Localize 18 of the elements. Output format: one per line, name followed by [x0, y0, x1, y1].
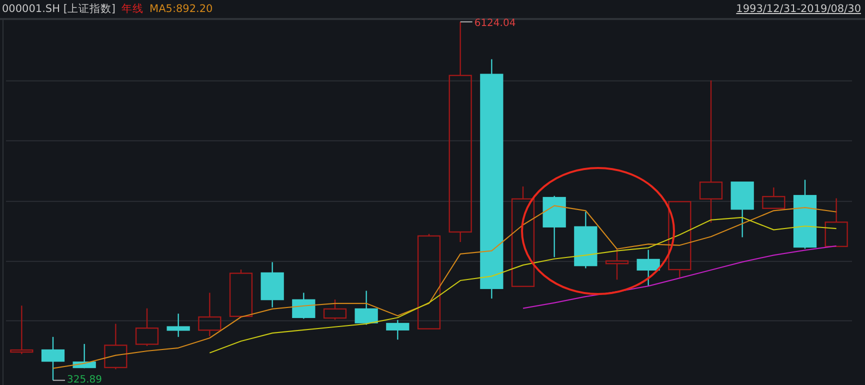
candlestick [636, 249, 660, 286]
candlestick [386, 319, 410, 340]
text: 1993/12/31-2019/08/30 [736, 3, 861, 15]
candlestick [574, 211, 598, 269]
annotation: 6124.04 [474, 18, 516, 29]
candlestick [605, 248, 629, 280]
candlestick [260, 262, 284, 308]
candlestick [10, 305, 34, 355]
annotation: 325.89 [67, 374, 102, 385]
candlestick [198, 292, 222, 337]
candlestick [448, 21, 472, 243]
candlestick [699, 80, 723, 224]
chart-title: 000001.SH [上证指数] [2, 2, 116, 15]
text: MA5:892.20 [150, 3, 213, 15]
candlestick [480, 58, 504, 300]
candlestick [166, 313, 190, 338]
chart-subtitle: 年线 [122, 2, 144, 15]
candlestick [41, 336, 65, 381]
